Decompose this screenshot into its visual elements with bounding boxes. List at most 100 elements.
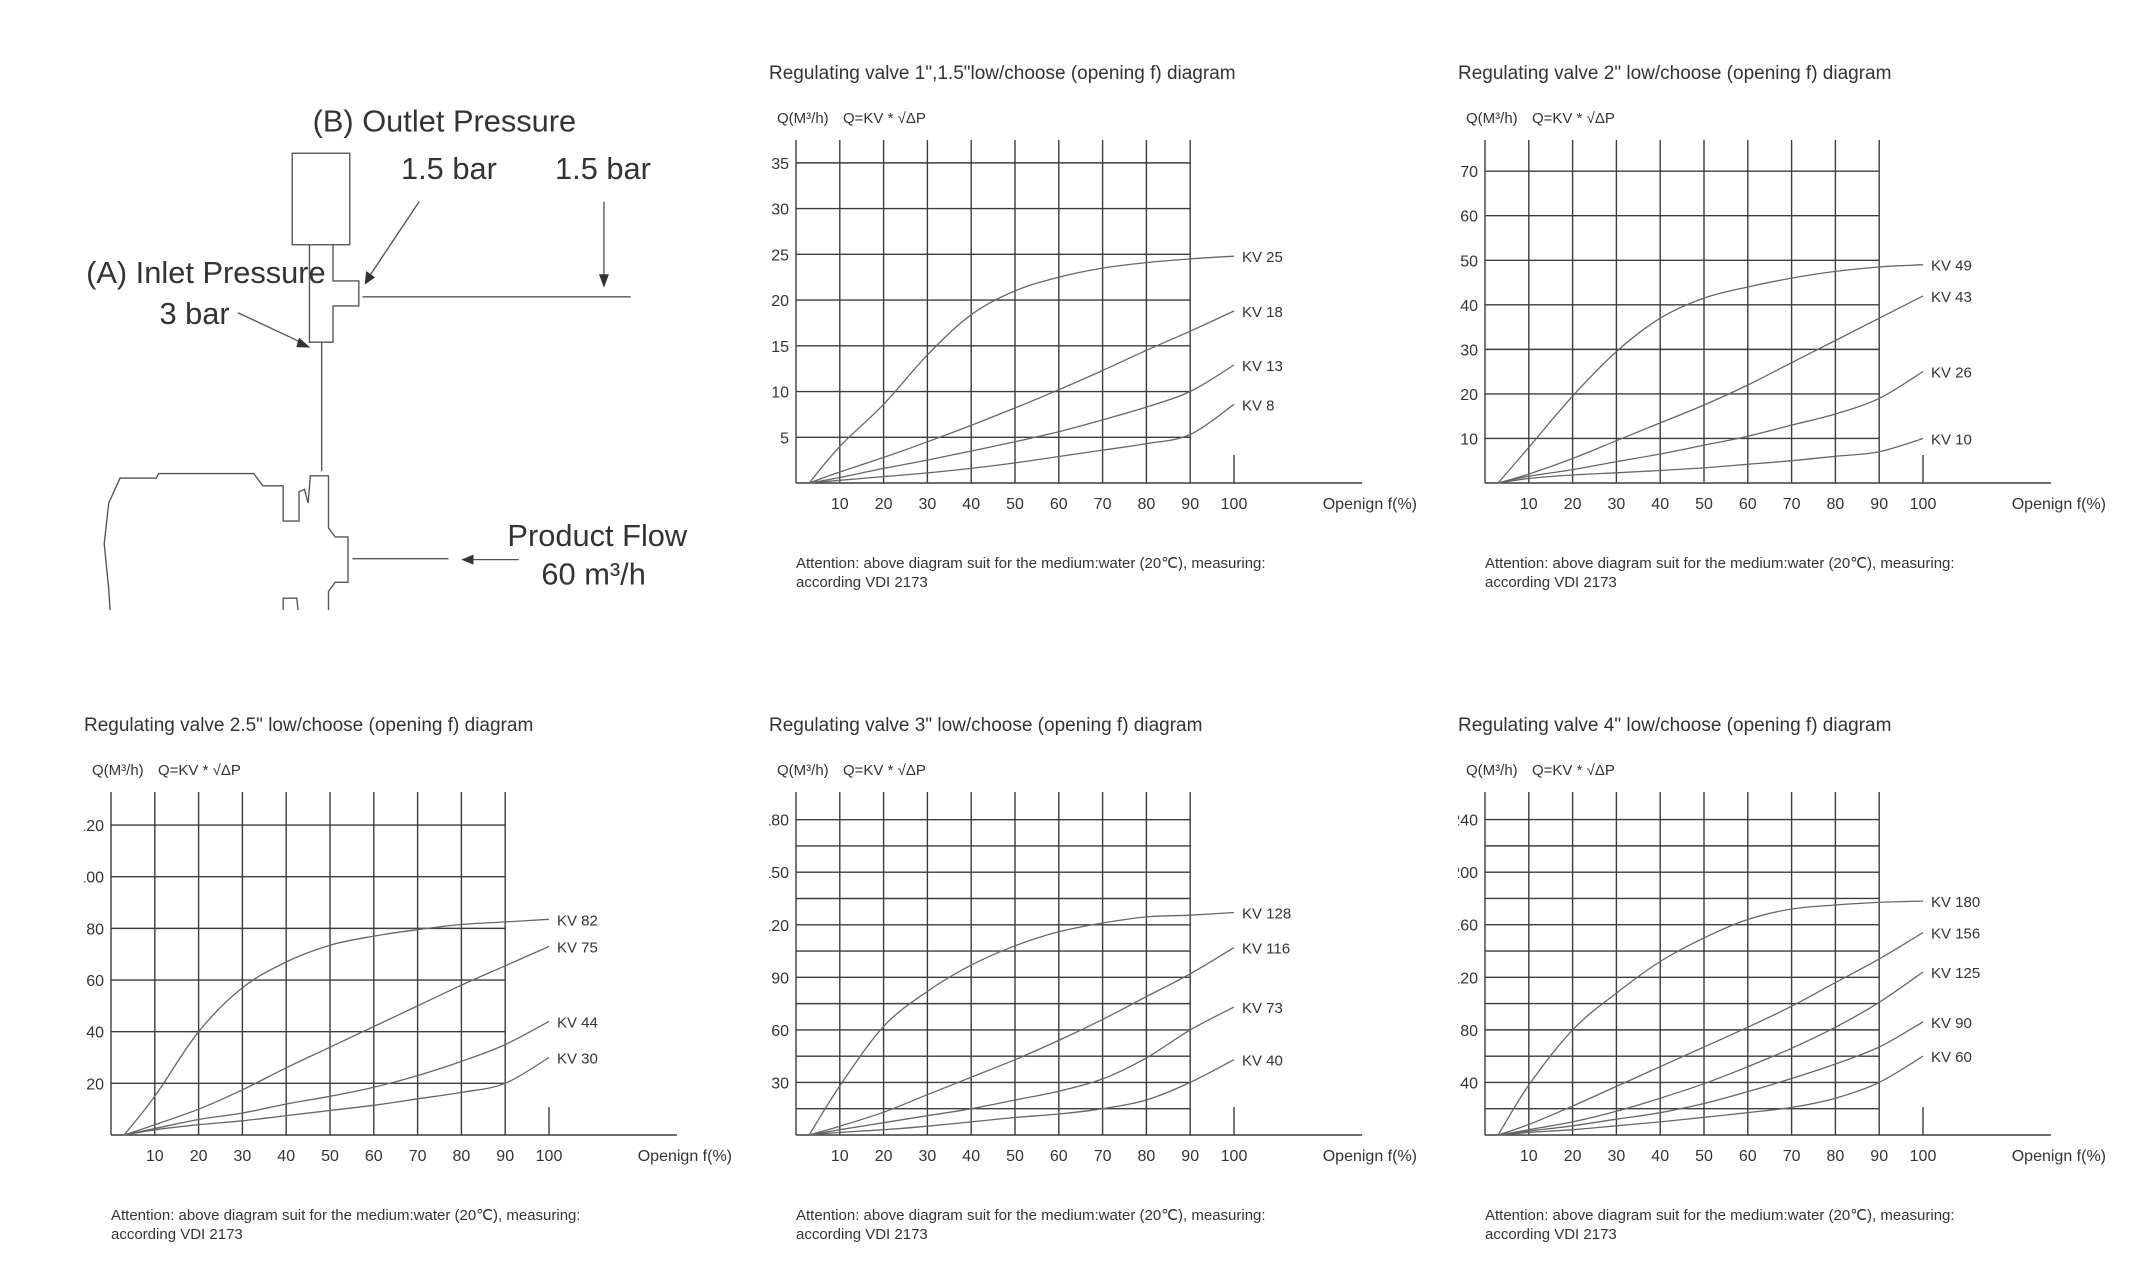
x-tick-label: 90 [1870, 496, 1888, 513]
y-axis-label: Q(M³/h) [1466, 762, 1518, 779]
x-tick-label: 60 [1739, 496, 1757, 513]
y-tick-label: 20 [1460, 387, 1478, 404]
x-tick-label: 80 [1138, 1148, 1156, 1165]
x-tick-label: 50 [1006, 496, 1024, 513]
series-line-kv-8 [809, 403, 1235, 484]
pump-outline [103, 472, 349, 610]
x-tick-label: 50 [321, 1148, 339, 1165]
pump-valve-schematic: (B) Outlet Pressure 1.5 bar 1.5 bar (A) … [86, 103, 688, 610]
y-tick-label: 10 [1460, 431, 1478, 448]
y-tick-label: 80 [86, 921, 104, 938]
grid [795, 140, 1362, 484]
y-tick-label: 60 [771, 1023, 789, 1040]
y-tick-label: 150 [769, 865, 789, 882]
y-tick-label: 160 [1458, 918, 1478, 935]
attention-note: according VDI 2173 [111, 1226, 243, 1243]
x-tick-label: 70 [409, 1148, 427, 1165]
x-tick-label: 40 [1651, 1148, 1669, 1165]
grid [1484, 140, 2051, 484]
x-tick-label: 90 [1870, 1148, 1888, 1165]
x-tick-label: 60 [365, 1148, 383, 1165]
arrowhead-icon [364, 271, 376, 285]
series-line-kv-156 [1497, 932, 1924, 1136]
x-tick-label: 100 [1910, 496, 1937, 513]
formula-label: Q=KV * √ΔP [843, 762, 926, 779]
series-line-kv-10 [1498, 437, 1924, 484]
x-tick-label: 10 [1520, 496, 1538, 513]
x-tick-label: 20 [1564, 496, 1582, 513]
x-axis-label: Openign f(%) [2012, 1148, 2106, 1165]
x-tick-label: 80 [453, 1148, 471, 1165]
line-pressure-value: 1.5 bar [555, 151, 651, 186]
series-label: KV 60 [1931, 1049, 1972, 1066]
series-line-kv-60 [1498, 1055, 1924, 1136]
series-label: KV 73 [1242, 1000, 1283, 1017]
y-tick-label: 40 [1460, 1075, 1478, 1092]
x-tick-label: 90 [496, 1148, 514, 1165]
x-tick-label: 40 [1651, 496, 1669, 513]
chart-valve-3in: Regulating valve 3" low/choose (opening … [769, 715, 1417, 1243]
series-label: KV 13 [1242, 358, 1283, 375]
series-label: KV 18 [1242, 304, 1283, 321]
y-tick-label: 180 [769, 813, 789, 830]
chart-title: Regulating valve 1",1.5"low/choose (open… [769, 63, 1236, 84]
x-tick-label: 60 [1050, 1148, 1068, 1165]
x-tick-label: 40 [962, 1148, 980, 1165]
series-label: KV 180 [1931, 894, 1980, 911]
series-line-kv-128 [808, 911, 1235, 1136]
y-tick-label: 40 [86, 1025, 104, 1042]
attention-note: Attention: above diagram suit for the me… [111, 1207, 581, 1224]
y-tick-label: 40 [1460, 298, 1478, 315]
series-line-kv-73 [808, 1006, 1235, 1136]
x-tick-label: 90 [1181, 496, 1199, 513]
x-tick-label: 60 [1050, 496, 1068, 513]
y-axis-label: Q(M³/h) [92, 762, 144, 779]
series-line-kv-116 [808, 947, 1235, 1136]
x-tick-label: 20 [190, 1148, 208, 1165]
x-axis-label: Openign f(%) [1323, 496, 1417, 513]
formula-label: Q=KV * √ΔP [1532, 110, 1615, 127]
series-label: KV 26 [1931, 365, 1972, 382]
attention-note: Attention: above diagram suit for the me… [1485, 1207, 1955, 1224]
x-tick-label: 80 [1138, 496, 1156, 513]
x-tick-label: 50 [1006, 1148, 1024, 1165]
x-tick-label: 30 [234, 1148, 252, 1165]
grid [795, 792, 1362, 1136]
x-tick-label: 70 [1783, 496, 1801, 513]
y-tick-label: 60 [86, 973, 104, 990]
x-tick-label: 70 [1094, 496, 1112, 513]
x-tick-label: 80 [1827, 1148, 1845, 1165]
series-line-kv-30 [123, 1056, 550, 1136]
y-tick-label: 120 [769, 918, 789, 935]
x-tick-label: 60 [1739, 1148, 1757, 1165]
series-line-kv-26 [1497, 371, 1924, 484]
series-label: KV 90 [1931, 1015, 1972, 1032]
series-label: KV 8 [1242, 397, 1275, 414]
x-tick-label: 10 [146, 1148, 164, 1165]
series-line-kv-125 [1497, 971, 1924, 1136]
formula-label: Q=KV * √ΔP [843, 110, 926, 127]
arrowhead-icon [296, 337, 311, 348]
y-tick-label: 5 [780, 430, 789, 447]
x-tick-label: 70 [1783, 1148, 1801, 1165]
x-axis-label: Openign f(%) [638, 1148, 732, 1165]
y-tick-label: 200 [1458, 865, 1478, 882]
y-tick-label: 35 [771, 156, 789, 173]
series-label: KV 128 [1242, 906, 1291, 923]
product-flow-value: 60 m³/h [541, 557, 645, 592]
x-tick-label: 40 [277, 1148, 295, 1165]
y-tick-label: 30 [771, 202, 789, 219]
y-axis-label: Q(M³/h) [1466, 110, 1518, 127]
x-tick-label: 10 [831, 1148, 849, 1165]
formula-label: Q=KV * √ΔP [158, 762, 241, 779]
series-label: KV 75 [557, 939, 598, 956]
x-tick-label: 50 [1695, 1148, 1713, 1165]
attention-note: according VDI 2173 [1485, 574, 1617, 591]
inlet-pressure-label: (A) Inlet Pressure [86, 255, 326, 290]
attention-note: Attention: above diagram suit for the me… [796, 555, 1266, 572]
y-tick-label: 30 [1460, 342, 1478, 359]
y-tick-label: 20 [86, 1076, 104, 1093]
attention-note: according VDI 2173 [796, 1226, 928, 1243]
x-tick-label: 10 [831, 496, 849, 513]
chart-valve-2in: Regulating valve 2" low/choose (opening … [1458, 63, 2106, 591]
